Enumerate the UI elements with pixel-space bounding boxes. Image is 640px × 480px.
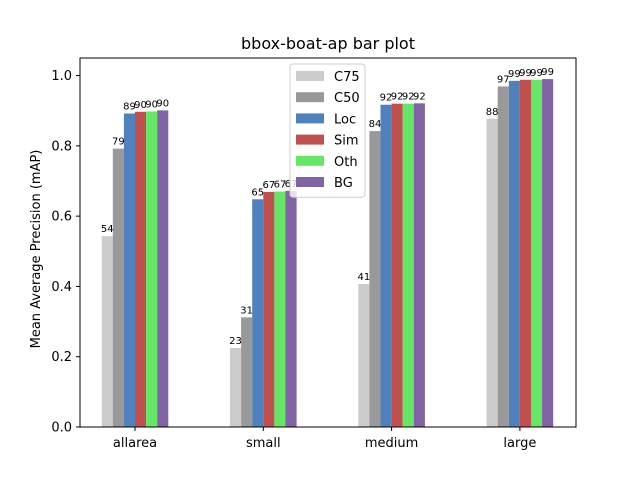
data-label: 92 xyxy=(413,91,426,102)
x-axis: allarea small medium large xyxy=(113,427,536,451)
data-label: 99 xyxy=(508,69,521,80)
y-axis-title: Mean Average Precision (mAP) xyxy=(29,150,44,349)
bar-bg-allarea xyxy=(157,110,169,427)
x-tick-label: medium xyxy=(365,436,418,451)
bar-loc-medium xyxy=(380,104,392,428)
x-tick-label: small xyxy=(246,436,281,451)
legend-label: Loc xyxy=(334,112,356,127)
data-label: 99 xyxy=(530,68,543,79)
bar-loc-large xyxy=(508,80,520,427)
bar-loc-allarea xyxy=(123,113,135,428)
legend-swatch-c75 xyxy=(296,71,324,81)
bar-sim-small xyxy=(263,191,275,427)
legend-label: BG xyxy=(334,176,353,191)
legend-swatch-bg xyxy=(296,177,324,187)
data-labels-group: 5479899090902331656767674184929292928897… xyxy=(101,67,554,347)
data-label: 67 xyxy=(274,180,287,191)
y-tick-label: 0.2 xyxy=(51,350,72,365)
bar-oth-small xyxy=(274,191,286,427)
bar-c50-medium xyxy=(369,131,381,427)
bar-c75-allarea xyxy=(101,236,113,427)
data-label: 31 xyxy=(240,305,253,316)
bar-c50-allarea xyxy=(112,148,124,427)
bar-loc-small xyxy=(252,199,264,427)
legend-label: Sim xyxy=(334,134,359,149)
y-tick-label: 1.0 xyxy=(51,69,72,84)
bar-bg-small xyxy=(285,190,297,427)
legend-swatch-sim xyxy=(296,134,324,145)
legend-swatch-oth xyxy=(296,155,324,166)
y-axis: 0.0 0.2 0.4 0.6 0.8 1.0 xyxy=(51,69,80,436)
data-label: 99 xyxy=(519,68,532,79)
bar-c75-medium xyxy=(358,283,370,427)
legend: C75 C50 Loc Sim Oth BG xyxy=(289,63,366,198)
data-label: 79 xyxy=(112,137,125,148)
bar-c75-large xyxy=(486,118,498,427)
bar-sim-medium xyxy=(391,103,403,427)
data-label: 84 xyxy=(369,119,382,130)
data-label: 67 xyxy=(262,180,275,191)
legend-swatch-c50 xyxy=(296,92,324,103)
bar-oth-allarea xyxy=(146,111,158,427)
data-label: 89 xyxy=(123,102,136,113)
data-label: 90 xyxy=(134,100,147,111)
legend-label: Oth xyxy=(334,155,358,170)
legend-label: C50 xyxy=(334,91,360,106)
bar-sim-large xyxy=(519,79,531,427)
legend-swatch-loc xyxy=(296,113,324,124)
legend-label: C75 xyxy=(334,70,360,85)
y-tick-label: 0.4 xyxy=(51,280,72,295)
data-label: 41 xyxy=(357,272,370,283)
x-tick-label: large xyxy=(503,436,536,451)
data-label: 90 xyxy=(145,99,158,110)
y-tick-label: 0.8 xyxy=(51,139,72,154)
bar-c50-large xyxy=(497,86,509,428)
y-tick-label: 0.6 xyxy=(51,210,72,225)
bar-c50-small xyxy=(241,317,253,427)
data-label: 97 xyxy=(497,74,510,85)
bar-sim-allarea xyxy=(135,111,147,428)
bar-bg-medium xyxy=(413,103,425,427)
x-tick-label: allarea xyxy=(113,436,157,451)
y-tick-label: 0.0 xyxy=(51,421,72,436)
chart-title: bbox-boat-ap bar plot xyxy=(241,34,415,53)
bar-oth-large xyxy=(531,79,543,427)
data-label: 23 xyxy=(229,336,242,347)
data-label: 92 xyxy=(391,92,404,103)
bar-oth-medium xyxy=(402,103,414,427)
data-label: 99 xyxy=(541,67,554,78)
plot-frame xyxy=(79,57,577,428)
data-label: 54 xyxy=(101,224,114,235)
bar-bg-large xyxy=(542,79,554,427)
data-label: 88 xyxy=(486,107,499,118)
data-label: 90 xyxy=(156,98,169,109)
bars-group xyxy=(101,79,554,428)
data-label: 65 xyxy=(251,187,264,198)
data-label: 92 xyxy=(380,93,393,104)
data-label: 92 xyxy=(402,92,415,103)
bar-c75-small xyxy=(230,347,242,427)
